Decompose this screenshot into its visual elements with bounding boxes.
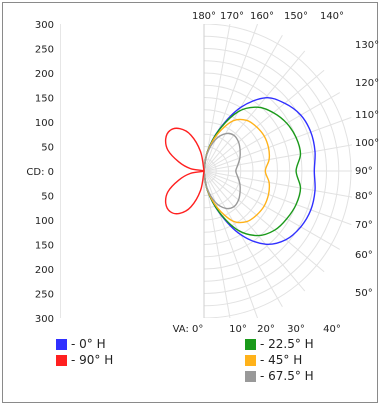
cd-tick-label: 200 [35, 265, 54, 276]
cd-tick-label: 200 [35, 69, 54, 80]
va-top-label: 170° [220, 11, 244, 22]
cd-tick-label: 250 [35, 45, 54, 56]
grid-ray [203, 170, 352, 198]
legend-label: - 0° H [71, 337, 106, 351]
cd-tick-label: 150 [35, 94, 54, 105]
va-right-label: 120° [355, 78, 379, 89]
grid-ray [203, 170, 283, 308]
legend-label: - 22.5° H [260, 337, 314, 351]
va-right-label: 110° [355, 110, 379, 121]
va-right-label: 130° [355, 40, 379, 51]
cd-tick-label: 50 [41, 192, 54, 203]
grid-ray [203, 170, 341, 250]
grid-ray [203, 69, 325, 172]
cd-tick-label: 250 [35, 290, 54, 301]
chart-frame [2, 2, 378, 403]
cd-tick-label: 300 [35, 20, 54, 31]
legend-item: - 22.5° H [245, 337, 314, 351]
legend-swatch [245, 338, 256, 350]
legend-label: - 67.5° H [260, 369, 314, 383]
grid-ray [203, 24, 259, 172]
series-curve-4 [164, 127, 205, 215]
grid-ray [203, 144, 352, 172]
legend-swatch [56, 338, 67, 350]
grid-ray [203, 92, 341, 172]
va-right-label: 100° [355, 138, 379, 149]
va-top-label: 140° [320, 11, 344, 22]
va-bottom-label: 10° [229, 324, 247, 335]
legend-label: - 90° H [71, 353, 114, 367]
grid-ray [203, 24, 231, 172]
grid-ray [203, 34, 283, 172]
va-top-label: 150° [284, 11, 308, 22]
grid-ray [203, 170, 306, 292]
legend-item: - 45° H [245, 353, 302, 367]
legend-swatch [245, 370, 256, 382]
cd-tick-label: 150 [35, 241, 54, 252]
grid-ray [203, 116, 352, 172]
grid-ray [203, 170, 231, 318]
va-top-label: 180° [192, 11, 216, 22]
cd-tick-label: 100 [35, 216, 54, 227]
legend-item: - 0° H [56, 337, 106, 351]
va-bottom-label: 30° [287, 324, 305, 335]
legend-item: - 67.5° H [245, 369, 314, 383]
series-curve-3 [203, 132, 241, 210]
cd-tick-label: 50 [41, 143, 54, 154]
va-bottom-label: VA: 0° [173, 324, 204, 335]
legend-swatch [245, 354, 256, 366]
cd-tick-label: 100 [35, 118, 54, 129]
va-top-label: 160° [250, 11, 274, 22]
grid-ray [203, 170, 259, 318]
grid-ray [203, 170, 352, 226]
va-bottom-label: 20° [257, 324, 275, 335]
series-curve-2 [203, 118, 271, 224]
va-right-label: 60° [355, 250, 373, 261]
va-right-label: 50° [355, 288, 373, 299]
cd-tick-label: 300 [35, 314, 54, 325]
va-right-label: 70° [355, 220, 373, 231]
va-right-label: 90° [355, 166, 373, 177]
data-curves [164, 97, 316, 246]
legend-label: - 45° H [260, 353, 303, 367]
polar-grid [60, 24, 352, 318]
grid-ray [203, 170, 325, 273]
tick-labels: 300 250 200 150 100 50 CD: 0 50 100 150 200 250 300 1… [26, 11, 379, 335]
legend-swatch [56, 354, 67, 366]
series-curve-0 [203, 97, 316, 246]
va-right-label: 80° [355, 191, 373, 202]
va-bottom-label: 40° [323, 324, 341, 335]
grid-ray [203, 50, 306, 172]
cd-tick-label: CD: 0 [26, 167, 54, 178]
legend-item: - 90° H [56, 353, 113, 367]
series-curve-1 [203, 106, 302, 237]
